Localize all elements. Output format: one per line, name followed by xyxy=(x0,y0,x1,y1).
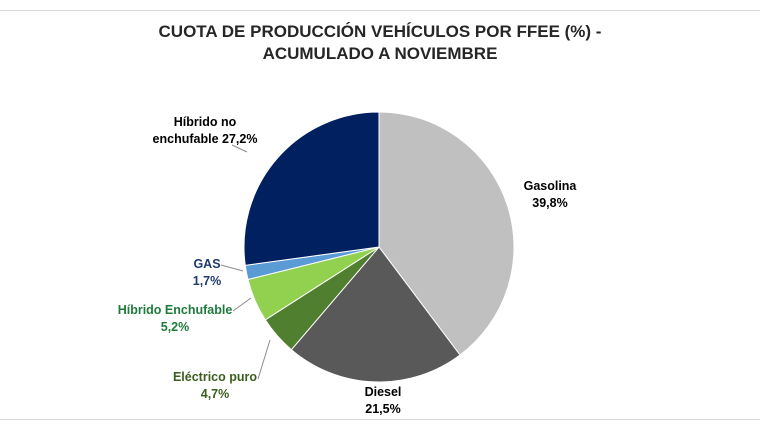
data-label-line: enchufable 27,2% xyxy=(153,132,258,146)
data-label: GAS 1,7% xyxy=(193,257,222,288)
data-label-line: GAS xyxy=(193,257,220,271)
leader-line xyxy=(220,264,244,272)
data-label-line: 5,2% xyxy=(161,320,190,334)
data-label-line: 4,7% xyxy=(201,387,230,401)
chart-title-line-1: CUOTA DE PRODUCCIÓN VEHÍCULOS POR FFEE (… xyxy=(158,22,602,41)
leader-line xyxy=(232,297,252,312)
data-label-line: 21,5% xyxy=(365,402,400,416)
data-label: Gasolina 39,8% xyxy=(524,179,578,210)
data-label-line: Híbrido Enchufable xyxy=(118,303,233,317)
data-label: Eléctrico puro 4,7% xyxy=(173,370,257,401)
data-label-line: Diesel xyxy=(365,385,402,399)
data-label-line: Eléctrico puro xyxy=(173,370,257,384)
leader-line xyxy=(257,339,271,380)
data-label: Diesel 21,5% xyxy=(365,385,402,416)
data-label-line: 1,7% xyxy=(193,274,222,288)
data-label: Híbrido Enchufable 5,2% xyxy=(118,303,233,334)
pie-slice xyxy=(378,111,515,356)
data-label-line: Gasolina xyxy=(524,179,578,193)
pie-slice xyxy=(243,111,380,266)
data-label-line: Híbrido no xyxy=(174,115,237,129)
chart-area xyxy=(0,10,760,420)
data-label-line: 39,8% xyxy=(532,196,567,210)
chart-title: CUOTA DE PRODUCCIÓN VEHÍCULOS POR FFEE (… xyxy=(130,21,630,65)
chart-title-line-2: ACUMULADO A NOVIEMBRE xyxy=(262,44,498,63)
data-label: Híbrido no enchufable 27,2% xyxy=(153,115,258,146)
pie-slice xyxy=(290,246,461,383)
leader-line xyxy=(231,144,248,153)
